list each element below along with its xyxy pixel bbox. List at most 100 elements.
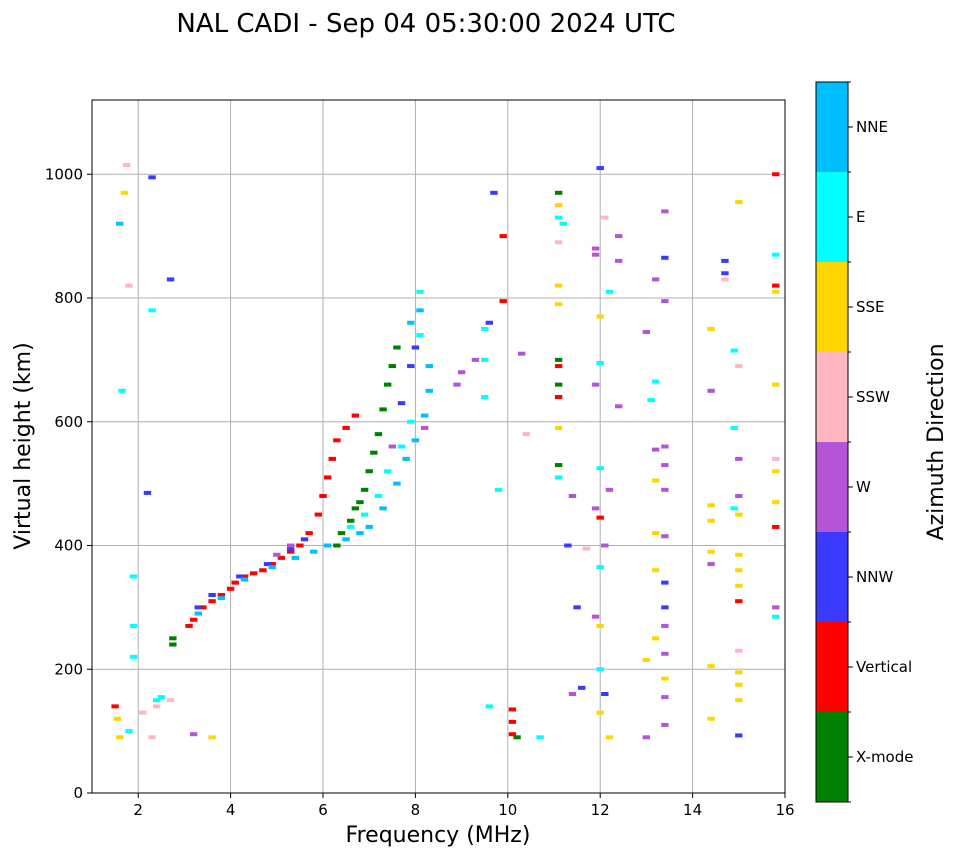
data-point xyxy=(772,252,780,257)
data-point xyxy=(536,735,544,740)
data-point xyxy=(554,425,563,430)
x-axis-ticks: 2 4 6 8 10 12 14 16 xyxy=(133,793,795,819)
data-point xyxy=(772,289,780,294)
data-point xyxy=(240,577,249,582)
data-point xyxy=(661,487,669,492)
colorbar-label: SSE xyxy=(856,298,885,316)
data-point xyxy=(642,330,651,335)
x-tick-label: 10 xyxy=(498,801,517,819)
data-point xyxy=(772,283,780,288)
data-point xyxy=(772,382,780,387)
colorbar-swatch xyxy=(816,352,848,442)
data-point xyxy=(596,515,604,520)
colorbar-label: SSW xyxy=(856,388,890,406)
data-point xyxy=(273,552,281,557)
data-point xyxy=(300,537,309,542)
data-point xyxy=(286,543,295,548)
data-point xyxy=(333,543,341,548)
data-point xyxy=(735,456,743,461)
data-point xyxy=(268,565,276,570)
colorbar-swatch xyxy=(816,532,848,622)
data-point xyxy=(661,463,669,468)
data-point xyxy=(735,733,743,738)
data-point xyxy=(425,388,433,393)
data-point xyxy=(286,546,295,551)
data-point xyxy=(772,500,780,505)
data-point xyxy=(601,215,609,220)
data-point xyxy=(596,710,604,715)
data-point xyxy=(661,299,669,304)
data-point xyxy=(420,425,429,430)
data-point xyxy=(116,221,124,226)
data-point xyxy=(397,401,406,406)
chart-title: NAL CADI - Sep 04 05:30:00 2024 UTC xyxy=(176,9,675,39)
data-point xyxy=(319,494,327,498)
colorbar-label: NNE xyxy=(856,118,888,136)
data-point xyxy=(259,568,267,573)
data-point xyxy=(554,302,563,307)
data-point xyxy=(735,552,743,557)
data-point xyxy=(129,654,138,659)
data-point xyxy=(365,524,373,529)
data-point xyxy=(596,166,604,171)
x-tick-label: 16 xyxy=(775,801,794,819)
data-point xyxy=(208,735,216,740)
y-tick-label: 1000 xyxy=(45,165,83,183)
colorbar-label: E xyxy=(856,208,865,226)
colorbar-label: Vertical xyxy=(856,658,912,676)
data-point xyxy=(564,543,572,548)
series-ssw xyxy=(122,162,780,740)
data-point xyxy=(661,534,669,539)
data-point xyxy=(323,475,332,480)
data-point xyxy=(772,524,780,529)
data-point xyxy=(425,364,433,369)
data-point xyxy=(481,395,489,399)
data-point xyxy=(721,277,729,282)
data-point xyxy=(554,395,563,399)
data-point xyxy=(169,636,177,641)
data-point xyxy=(522,432,530,437)
data-point xyxy=(735,512,743,517)
data-point xyxy=(351,413,360,418)
data-point xyxy=(591,246,600,251)
data-point xyxy=(591,382,600,387)
data-point xyxy=(374,432,383,437)
data-point xyxy=(143,490,152,495)
data-point xyxy=(268,562,276,567)
data-point xyxy=(194,605,202,610)
data-point xyxy=(118,388,126,393)
data-point xyxy=(661,209,669,214)
data-point xyxy=(721,258,729,263)
data-point xyxy=(707,664,715,669)
data-point xyxy=(494,487,503,492)
data-point xyxy=(578,685,586,690)
data-point xyxy=(148,175,156,180)
data-point xyxy=(111,704,119,709)
data-point xyxy=(291,555,299,560)
data-point xyxy=(647,398,655,403)
data-point xyxy=(513,735,521,740)
data-point xyxy=(157,695,165,700)
data-point xyxy=(393,481,401,486)
data-point xyxy=(208,599,216,604)
x-axis-label: Frequency (MHz) xyxy=(346,823,531,848)
data-point xyxy=(125,283,133,288)
data-point xyxy=(554,382,563,387)
data-point xyxy=(596,360,604,365)
data-point xyxy=(735,494,743,498)
data-point xyxy=(554,190,563,195)
data-point xyxy=(379,407,387,412)
data-point xyxy=(772,605,780,610)
colorbar-label: NNW xyxy=(856,568,893,586)
data-point xyxy=(508,719,517,724)
x-tick-label: 8 xyxy=(411,801,421,819)
data-point xyxy=(485,704,494,709)
data-point xyxy=(485,320,494,325)
data-point xyxy=(735,200,743,205)
data-point xyxy=(614,234,623,239)
data-point xyxy=(388,444,396,449)
data-point xyxy=(388,364,396,369)
data-point xyxy=(642,657,651,662)
data-point xyxy=(347,518,355,523)
